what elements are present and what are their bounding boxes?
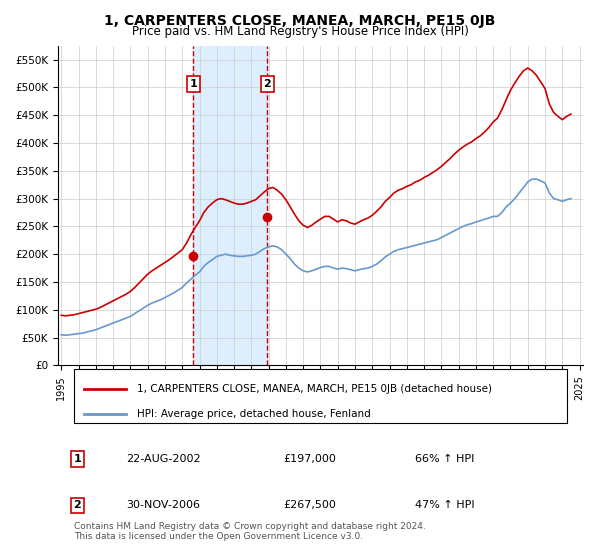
Text: 66% ↑ HPI: 66% ↑ HPI: [415, 454, 475, 464]
FancyBboxPatch shape: [74, 369, 568, 423]
Text: 47% ↑ HPI: 47% ↑ HPI: [415, 501, 475, 511]
Bar: [193, 46, 267, 365]
Text: Contains HM Land Registry data © Crown copyright and database right 2024.
This d: Contains HM Land Registry data © Crown c…: [74, 522, 425, 542]
Text: 30-NOV-2006: 30-NOV-2006: [126, 501, 200, 511]
Text: HPI: Average price, detached house, Fenland: HPI: Average price, detached house, Fenl…: [137, 409, 370, 419]
Text: 1: 1: [74, 454, 82, 464]
Text: 1: 1: [190, 79, 197, 89]
Text: 2: 2: [263, 79, 271, 89]
Text: Price paid vs. HM Land Registry's House Price Index (HPI): Price paid vs. HM Land Registry's House …: [131, 25, 469, 38]
Text: 1, CARPENTERS CLOSE, MANEA, MARCH, PE15 0JB: 1, CARPENTERS CLOSE, MANEA, MARCH, PE15 …: [104, 14, 496, 28]
Text: 2: 2: [74, 501, 82, 511]
Text: 1, CARPENTERS CLOSE, MANEA, MARCH, PE15 0JB (detached house): 1, CARPENTERS CLOSE, MANEA, MARCH, PE15 …: [137, 384, 491, 394]
Text: 22-AUG-2002: 22-AUG-2002: [126, 454, 201, 464]
Text: £197,000: £197,000: [284, 454, 337, 464]
Text: £267,500: £267,500: [284, 501, 337, 511]
